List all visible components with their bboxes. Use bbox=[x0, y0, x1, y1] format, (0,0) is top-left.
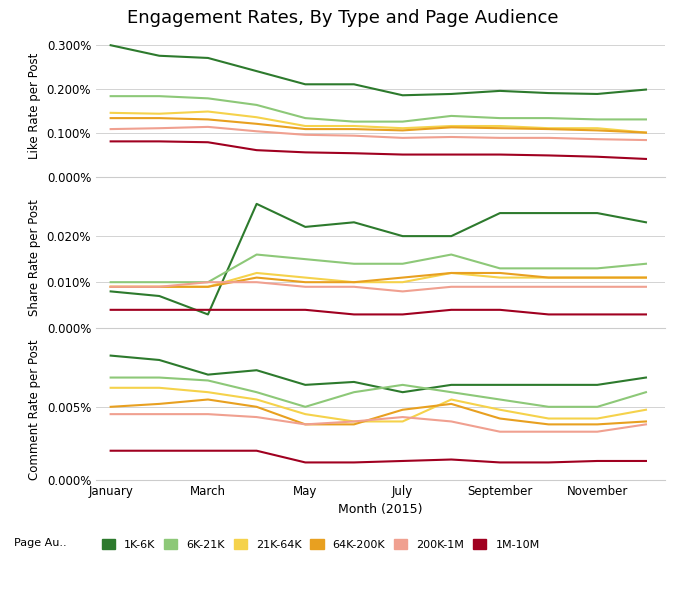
Y-axis label: Share Rate per Post: Share Rate per Post bbox=[28, 200, 41, 316]
Text: Page Au..: Page Au.. bbox=[14, 538, 67, 548]
Text: Engagement Rates, By Type and Page Audience: Engagement Rates, By Type and Page Audie… bbox=[127, 9, 559, 27]
X-axis label: Month (2015): Month (2015) bbox=[338, 503, 423, 517]
Y-axis label: Like Rate per Post: Like Rate per Post bbox=[28, 53, 41, 160]
Legend: 1K-6K, 6K-21K, 21K-64K, 64K-200K, 200K-1M, 1M-10M: 1K-6K, 6K-21K, 21K-64K, 64K-200K, 200K-1… bbox=[102, 539, 540, 550]
Y-axis label: Comment Rate per Post: Comment Rate per Post bbox=[28, 340, 41, 480]
